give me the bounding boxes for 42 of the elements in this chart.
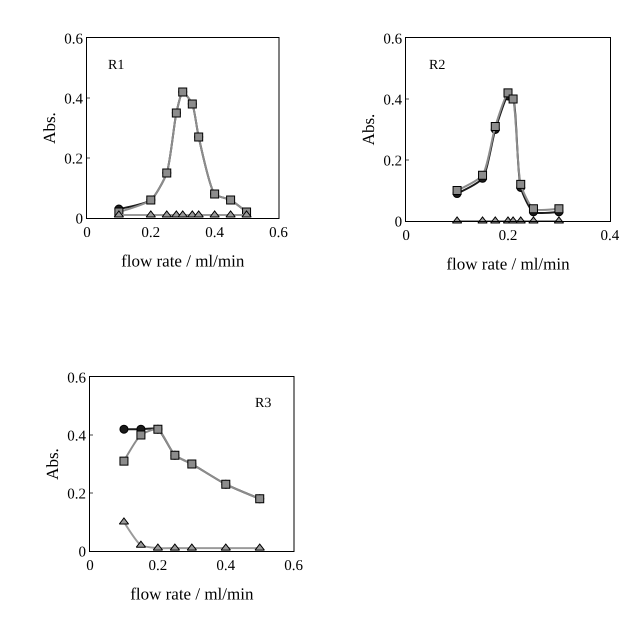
- y-tick-label: 0.6: [64, 31, 84, 48]
- point: [220, 544, 231, 551]
- point: [119, 456, 128, 466]
- y-tick-label: 0: [394, 214, 402, 230]
- point: [119, 424, 128, 434]
- x-tick-label: 0.2: [141, 225, 160, 241]
- y-tick-label: 0.4: [64, 91, 84, 108]
- y-tick-label: 0: [78, 544, 86, 560]
- x-tick-label: 0.2: [498, 228, 518, 244]
- point: [186, 544, 197, 551]
- y-tick-label: 0.6: [383, 31, 403, 48]
- x-tick-label: 0.6: [269, 225, 288, 241]
- x-tick-label: 0.4: [205, 225, 225, 241]
- x-tick-label: 0.4: [600, 228, 620, 244]
- x-axis-title: flow rate / ml/min: [121, 251, 245, 270]
- point: [478, 170, 488, 180]
- y-tick-label: 0.4: [67, 428, 86, 444]
- y-tick-label: 0.4: [383, 92, 403, 108]
- y-tick-label: 0: [75, 211, 83, 228]
- x-tick-label: 0.4: [216, 558, 236, 574]
- point: [170, 544, 180, 551]
- point: [254, 544, 265, 551]
- annotation: R2: [429, 58, 446, 73]
- y-axis-title: Abs.: [358, 114, 378, 146]
- point: [452, 186, 462, 195]
- y-tick-label: 0.6: [67, 370, 86, 386]
- point: [490, 122, 500, 131]
- y-tick-label: 0.2: [64, 151, 83, 168]
- x-axis-title: flow rate / ml/min: [446, 254, 570, 274]
- x-tick-label: 0.6: [284, 558, 304, 574]
- annotation: R1: [108, 58, 124, 73]
- y-axis-title: Abs.: [40, 112, 59, 144]
- point: [136, 430, 146, 440]
- point: [528, 204, 538, 214]
- annotation: R3: [255, 396, 272, 411]
- point: [516, 180, 526, 189]
- y-tick-label: 0.2: [67, 486, 86, 502]
- y-tick-label: 0.2: [383, 153, 402, 170]
- y-axis-title: Abs.: [42, 448, 62, 480]
- x-tick-label: 0.2: [148, 558, 168, 574]
- point: [554, 204, 564, 214]
- x-axis-title: flow rate / ml/min: [130, 584, 254, 604]
